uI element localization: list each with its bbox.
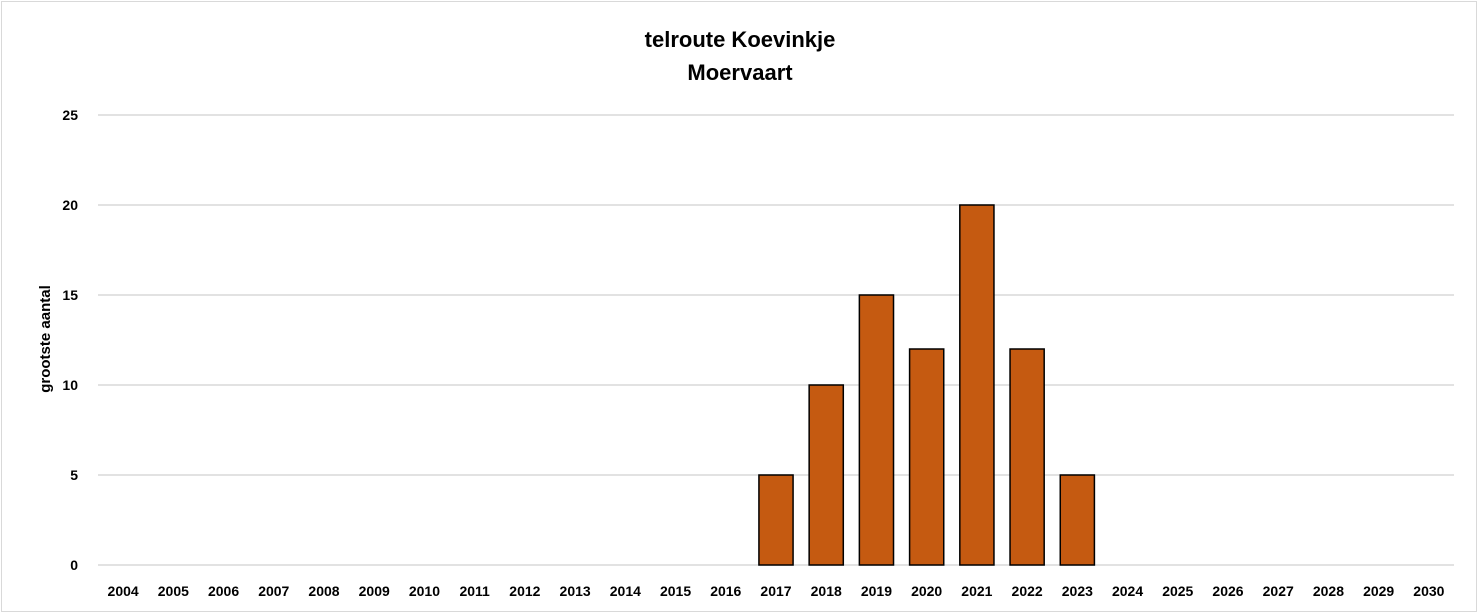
x-tick-label: 2030 <box>1413 583 1444 599</box>
chart-subtitle: Moervaart <box>687 60 793 85</box>
bar-2019 <box>858 294 895 566</box>
y-axis-label: grootste aantal <box>37 285 54 393</box>
bars <box>758 204 1096 566</box>
y-tick-label: 20 <box>62 197 78 213</box>
x-tick-label: 2009 <box>359 583 390 599</box>
y-axis-ticks: 0 5 10 15 20 25 <box>62 107 78 573</box>
x-tick-label: 2011 <box>459 583 490 599</box>
bar-2023 <box>1059 474 1096 566</box>
x-tick-label: 2007 <box>258 583 289 599</box>
bar-2018 <box>808 384 845 566</box>
x-tick-label: 2018 <box>811 583 842 599</box>
x-tick-label: 2024 <box>1112 583 1143 599</box>
y-tick-label: 0 <box>70 557 78 573</box>
x-tick-label: 2025 <box>1162 583 1193 599</box>
x-tick-label: 2005 <box>158 583 189 599</box>
x-tick-label: 2019 <box>861 583 892 599</box>
x-axis-ticks: 2004 2005 2006 2007 2008 2009 2010 2011 2012 2013… <box>108 583 1445 599</box>
x-tick-label: 2021 <box>961 583 992 599</box>
y-tick-label: 10 <box>62 377 78 393</box>
x-tick-label: 2010 <box>409 583 440 599</box>
x-tick-label: 2006 <box>208 583 239 599</box>
x-tick-label: 2022 <box>1012 583 1043 599</box>
bar-2021 <box>959 204 995 566</box>
x-tick-label: 2027 <box>1263 583 1294 599</box>
bar-2017 <box>758 474 794 566</box>
x-tick-label: 2017 <box>760 583 791 599</box>
x-tick-label: 2008 <box>308 583 339 599</box>
x-tick-label: 2016 <box>710 583 741 599</box>
gridlines <box>98 114 1454 566</box>
x-tick-label: 2004 <box>108 583 139 599</box>
chart-title: telroute Koevinkje <box>645 27 836 52</box>
x-tick-label: 2028 <box>1313 583 1344 599</box>
y-tick-label: 25 <box>62 107 78 123</box>
x-tick-label: 2029 <box>1363 583 1394 599</box>
bar-2020 <box>908 348 945 566</box>
x-tick-label: 2013 <box>560 583 591 599</box>
y-tick-label: 15 <box>62 287 78 303</box>
y-tick-label: 5 <box>70 467 78 483</box>
x-tick-label: 2012 <box>509 583 540 599</box>
x-tick-label: 2026 <box>1212 583 1243 599</box>
x-tick-label: 2020 <box>911 583 942 599</box>
x-tick-label: 2014 <box>610 583 641 599</box>
x-tick-label: 2015 <box>660 583 691 599</box>
bar-2022 <box>1009 348 1045 566</box>
x-tick-label: 2023 <box>1062 583 1093 599</box>
